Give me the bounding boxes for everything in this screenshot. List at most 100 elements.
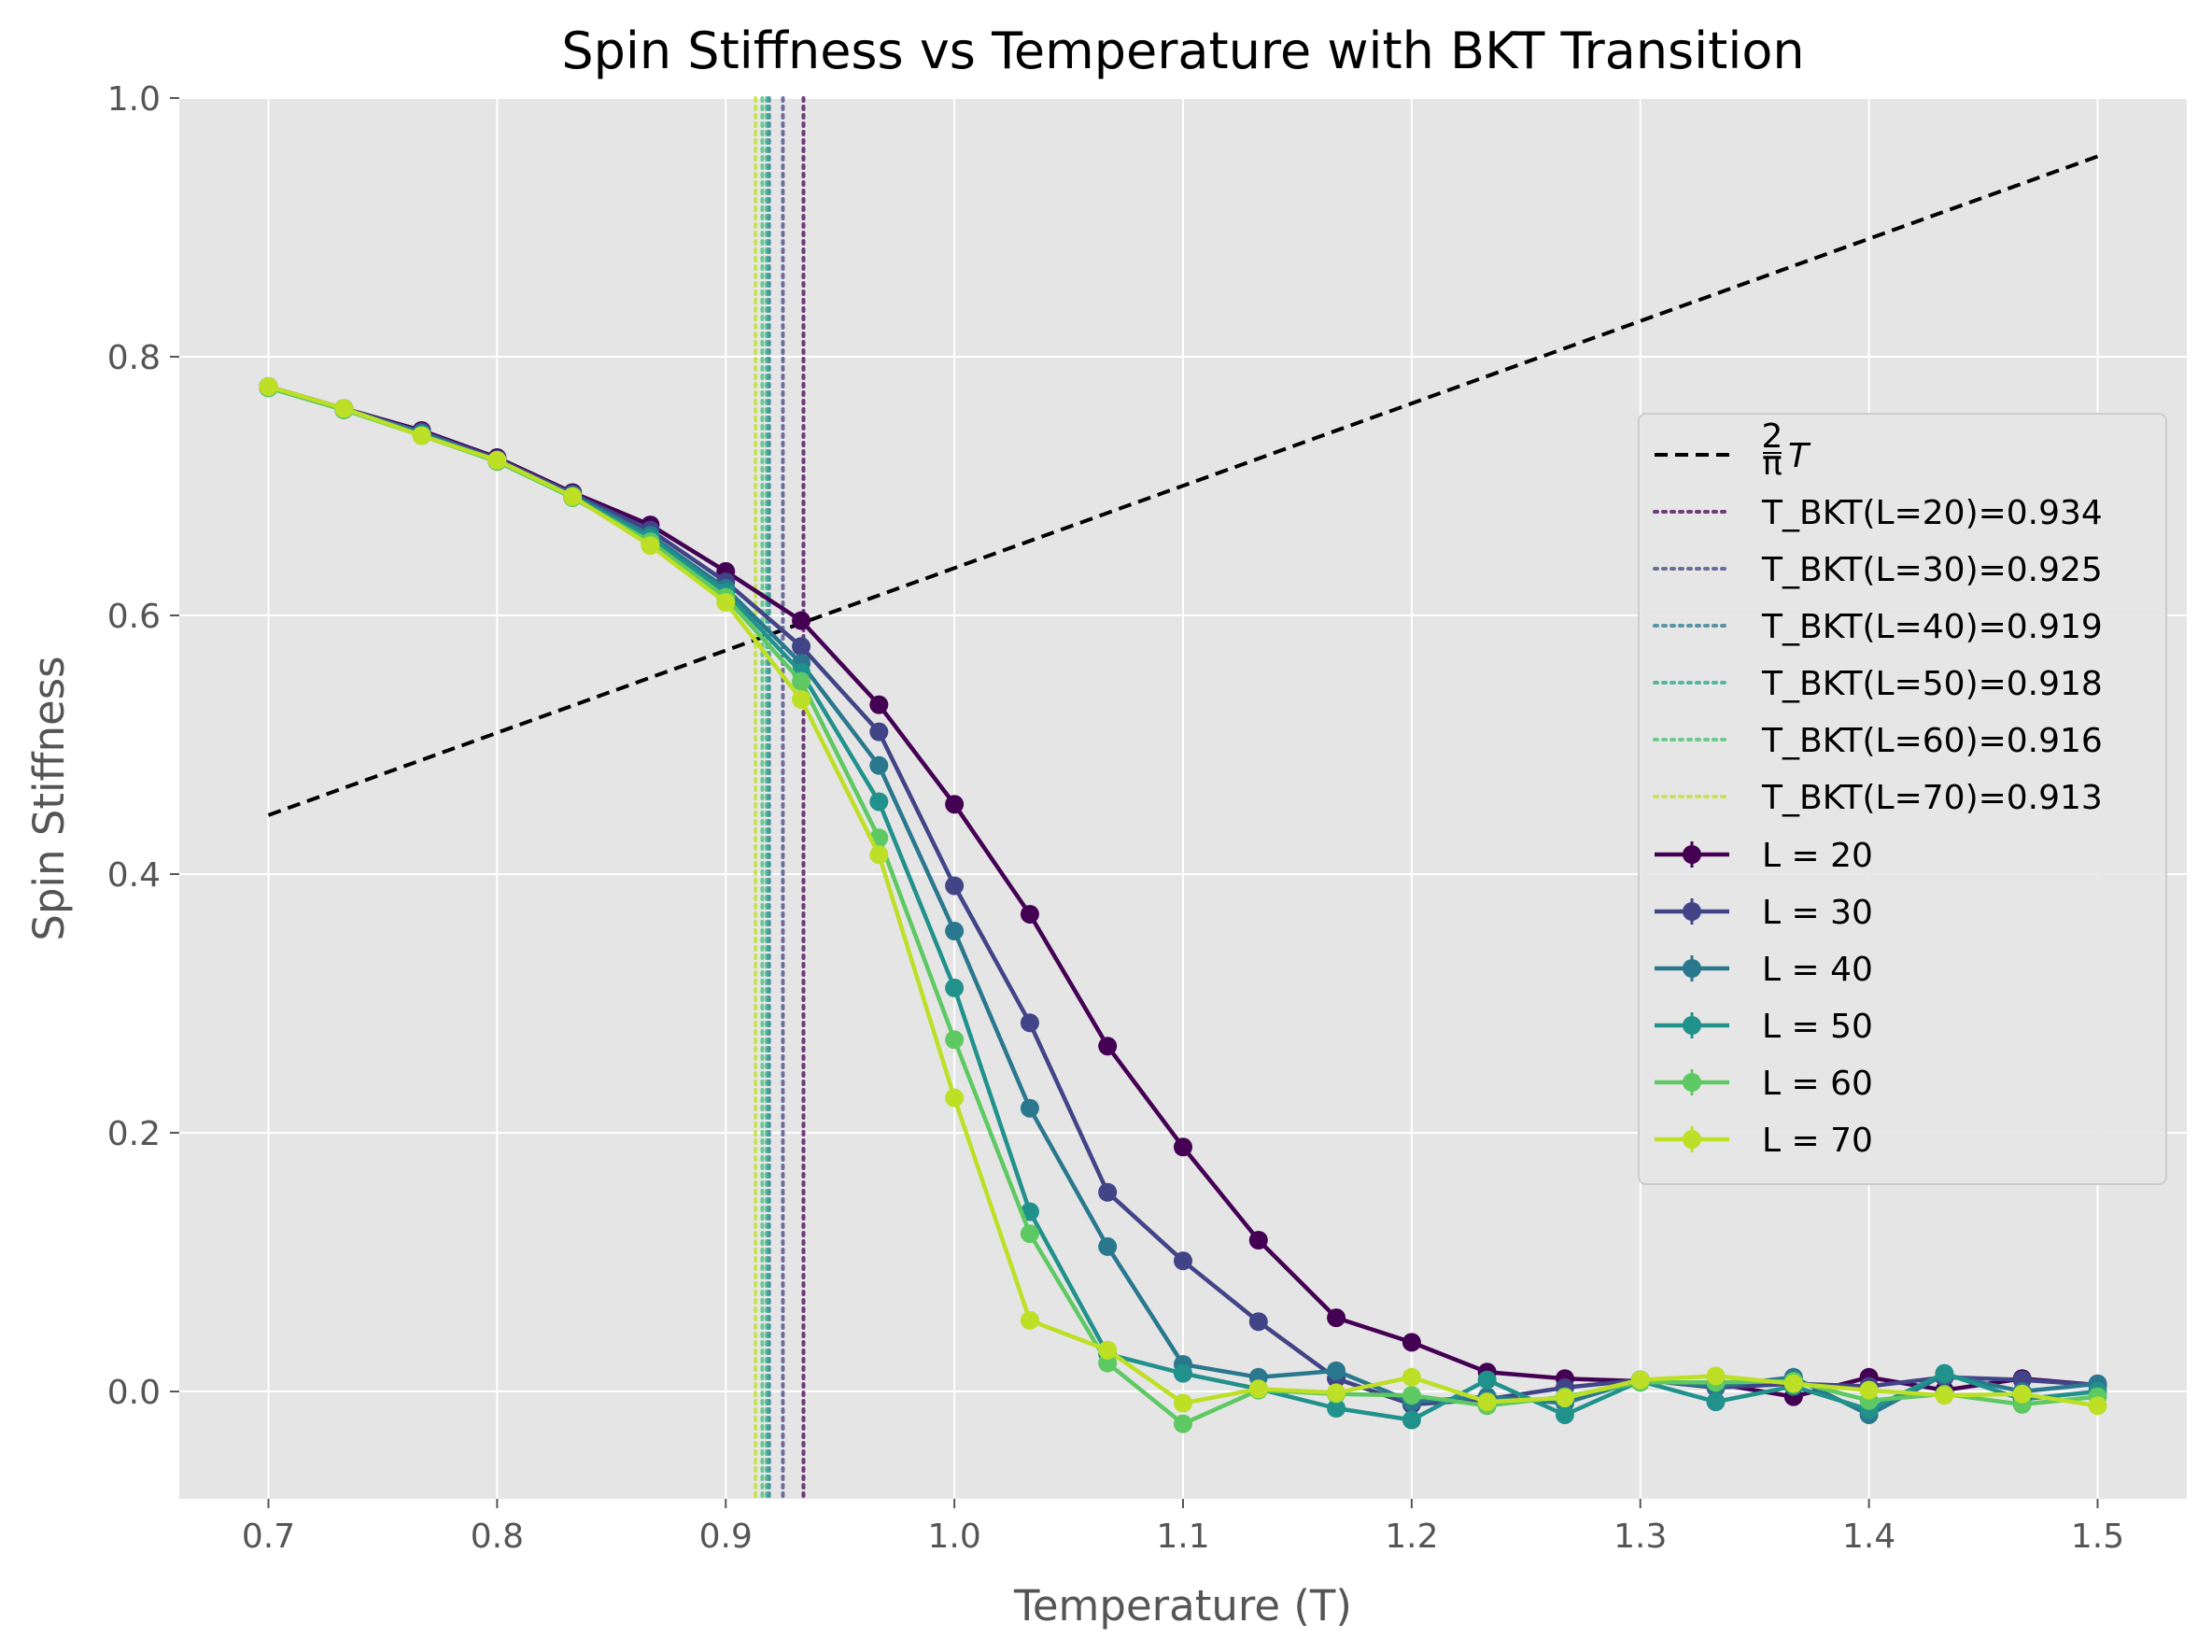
legend-entry-bkt: T_BKT(L=20)=0.934 — [1653, 494, 2103, 532]
data-point — [869, 845, 889, 865]
data-point — [945, 1030, 965, 1050]
data-point — [1555, 1405, 1574, 1424]
x-ticks: 0.7 0.8 0.9 1.0 1.1 1.2 1.3 1.4 1.5 — [242, 1499, 2124, 1556]
y-axis-label: Spin Stiffness — [24, 656, 74, 940]
legend-label: L = 60 — [1762, 1065, 1873, 1103]
y-ticks: 0.0 0.2 0.4 0.6 0.8 1.0 — [107, 80, 179, 1412]
legend-label: T_BKT(L=30)=0.925 — [1761, 551, 2103, 589]
data-point — [1174, 1137, 1192, 1157]
data-point — [1477, 1392, 1497, 1412]
data-point — [1935, 1386, 1954, 1405]
x-tick-label: 1.2 — [1385, 1518, 1438, 1556]
y-tick-label: 0.2 — [107, 1115, 161, 1153]
data-point — [1630, 1370, 1650, 1390]
reference-line — [267, 154, 2099, 817]
data-point — [1402, 1386, 1421, 1405]
data-point — [1020, 1310, 1039, 1330]
data-point — [869, 695, 889, 714]
data-point — [1327, 1383, 1346, 1403]
legend-label: T_BKT(L=20)=0.934 — [1761, 494, 2103, 532]
legend-entry-series: L = 40 — [1655, 951, 1873, 989]
legend-label: T_BKT(L=40)=0.919 — [1761, 608, 2103, 646]
data-point — [1402, 1410, 1421, 1430]
x-tick-label: 0.8 — [471, 1518, 524, 1556]
data-point — [1327, 1361, 1346, 1380]
data-point — [869, 792, 889, 812]
data-point — [1248, 1230, 1268, 1250]
legend-series-entries: L = 20 L = 30 L = 40 L = 50 L = 60 L = 70 — [1655, 837, 1873, 1160]
x-tick-label: 1.4 — [1842, 1518, 1895, 1556]
data-point — [869, 722, 889, 741]
legend-label: L = 50 — [1762, 1008, 1873, 1046]
x-tick-label: 1.3 — [1613, 1518, 1667, 1556]
series — [259, 376, 2107, 1433]
data-point — [2012, 1384, 2032, 1404]
data-point — [1248, 1379, 1268, 1399]
legend-entry-bkt: T_BKT(L=70)=0.913 — [1653, 779, 2103, 817]
data-point — [945, 978, 965, 997]
data-point — [259, 376, 278, 396]
legend-label: L = 40 — [1762, 951, 1873, 989]
y-tick-label: 0.8 — [107, 339, 161, 377]
data-point — [641, 536, 660, 556]
data-point — [1477, 1370, 1497, 1390]
legend: 2 π T T_BKT(L=20)=0.934 T_BKT(L=30)=0.925… — [1638, 413, 2167, 1185]
legend-entry-series: L = 50 — [1655, 1008, 1873, 1046]
legend-label: L = 30 — [1762, 894, 1873, 932]
legend-swatch-marker — [1683, 959, 1701, 978]
data-point — [1020, 1224, 1039, 1244]
legend-fraction-numerator: 2 — [1762, 417, 1783, 456]
x-tick-label: 0.9 — [699, 1518, 753, 1556]
legend-label: T_BKT(L=70)=0.913 — [1761, 779, 2103, 817]
legend-entry-series: L = 70 — [1655, 1122, 1873, 1160]
data-point — [334, 399, 354, 418]
data-point — [1174, 1393, 1192, 1413]
legend-entry-bkt: T_BKT(L=30)=0.925 — [1653, 551, 2103, 589]
data-point — [1783, 1374, 1803, 1393]
data-point — [1327, 1399, 1346, 1419]
data-point — [1098, 1037, 1118, 1056]
data-point — [945, 1088, 965, 1108]
data-point — [1020, 1098, 1039, 1118]
data-point — [1402, 1333, 1421, 1352]
legend-label: L = 20 — [1762, 837, 1873, 875]
data-point — [1555, 1388, 1574, 1407]
data-point — [1020, 1013, 1039, 1033]
data-point — [1098, 1353, 1118, 1373]
data-point — [1706, 1392, 1726, 1412]
data-point — [1174, 1251, 1192, 1271]
data-point — [792, 611, 811, 630]
series-6 — [259, 376, 2107, 1416]
x-tick-label: 1.1 — [1156, 1518, 1209, 1556]
legend-box — [1638, 413, 2167, 1185]
legend-swatch-marker — [1683, 845, 1701, 864]
legend-swatch-marker — [1683, 902, 1701, 921]
data-point — [792, 637, 811, 657]
data-point — [563, 487, 583, 506]
legend-swatch-marker — [1683, 1130, 1701, 1149]
chart-title: Spin Stiffness vs Temperature with BKT T… — [561, 21, 1804, 80]
data-point — [412, 426, 431, 445]
data-point — [487, 450, 507, 470]
legend-label: T_BKT(L=50)=0.918 — [1761, 665, 2103, 703]
x-tick-label: 0.7 — [242, 1518, 295, 1556]
data-point — [1098, 1340, 1118, 1360]
legend-label: L = 70 — [1762, 1122, 1873, 1160]
legend-entry-reference: 2 π T — [1655, 417, 1811, 483]
data-point — [1020, 904, 1039, 924]
data-point — [945, 795, 965, 814]
y-tick-label: 0.4 — [107, 856, 161, 895]
legend-entry-bkt: T_BKT(L=40)=0.919 — [1653, 608, 2103, 646]
data-point — [716, 593, 736, 613]
data-point — [1248, 1312, 1268, 1332]
y-tick-label: 0.6 — [107, 598, 161, 636]
data-point — [1174, 1363, 1192, 1383]
data-point — [1402, 1367, 1421, 1387]
y-tick-label: 1.0 — [107, 80, 161, 119]
legend-entry-series: L = 20 — [1655, 837, 1873, 875]
x-tick-label: 1.5 — [2071, 1518, 2124, 1556]
legend-entry-series: L = 30 — [1655, 894, 1873, 932]
data-point — [1935, 1363, 1954, 1383]
legend-fraction-variable: T — [1788, 437, 1811, 475]
